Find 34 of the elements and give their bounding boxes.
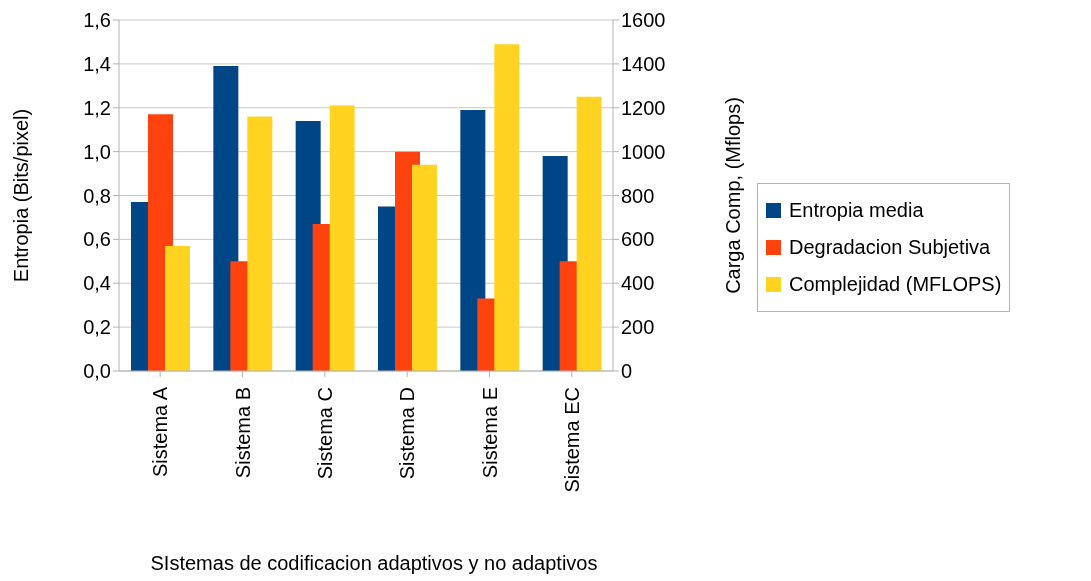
y-tick-label: 0,4 bbox=[83, 272, 111, 295]
y-tick-label: 1,4 bbox=[83, 52, 111, 75]
y2-tick-label: 0 bbox=[621, 360, 633, 383]
y2-tick-label: 400 bbox=[621, 272, 655, 295]
legend-label: Degradacion Subjetiva bbox=[788, 235, 992, 260]
y-tick-label: 0,2 bbox=[83, 316, 111, 339]
x-tick-label: Sistema A bbox=[149, 386, 172, 478]
bar bbox=[247, 116, 273, 371]
y2-tick-label: 1200 bbox=[621, 96, 666, 119]
x-tick-label: Sistema C bbox=[313, 387, 336, 480]
y2-tick-label: 1600 bbox=[621, 9, 666, 32]
bar bbox=[576, 96, 602, 371]
legend-label: Complejidad (MFLOPS) bbox=[788, 272, 1002, 297]
y2-tick-label: 800 bbox=[621, 184, 655, 207]
y2-tick-label: 200 bbox=[621, 316, 655, 339]
x-tick-label: Sistema EC bbox=[560, 387, 583, 493]
x-tick-label: Sistema D bbox=[396, 387, 419, 480]
y2-tick-label: 1400 bbox=[621, 52, 666, 75]
y-tick-label: 0,8 bbox=[83, 184, 111, 207]
y-tick-label: 1,2 bbox=[83, 96, 111, 119]
legend-label: Entropia media bbox=[788, 198, 925, 223]
y2-tick-label: 1000 bbox=[621, 140, 666, 163]
y-tick-label: 0,6 bbox=[83, 228, 111, 251]
y2-axis-title: Carga Comp, (Mflops) bbox=[722, 97, 745, 294]
y-tick-label: 0,0 bbox=[83, 360, 111, 383]
y-tick-label: 1,0 bbox=[83, 140, 111, 163]
y-tick-label: 1,6 bbox=[83, 9, 111, 32]
x-axis-title: SIstemas de codificacion adaptivos y no adaptivos bbox=[149, 552, 599, 575]
bar bbox=[460, 109, 486, 371]
y2-tick-label: 600 bbox=[621, 228, 655, 251]
y-axis-title: Entropia (Bits/pixel) bbox=[10, 108, 33, 283]
x-tick-label: Sistema E bbox=[478, 387, 501, 479]
x-tick-label: Sistema B bbox=[231, 387, 254, 479]
bar bbox=[494, 44, 520, 371]
